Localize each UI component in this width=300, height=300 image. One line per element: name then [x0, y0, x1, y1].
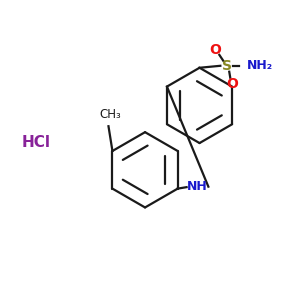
Text: NH₂: NH₂ — [247, 59, 273, 72]
Text: CH₃: CH₃ — [100, 108, 121, 121]
Text: HCl: HCl — [22, 135, 51, 150]
Text: O: O — [209, 43, 221, 57]
Text: NH: NH — [187, 180, 208, 193]
Text: O: O — [226, 76, 238, 91]
Text: S: S — [222, 59, 232, 73]
